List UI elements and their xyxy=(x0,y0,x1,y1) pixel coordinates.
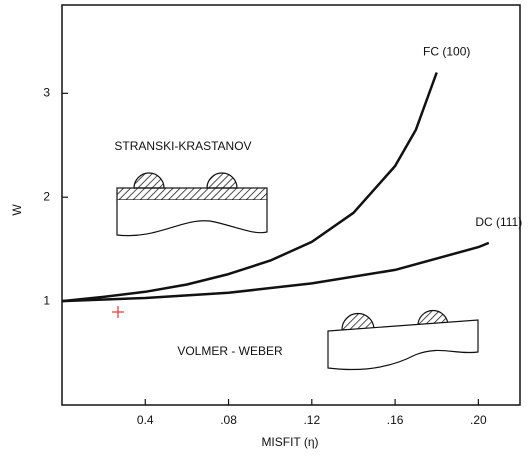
plot-frame xyxy=(61,4,521,406)
x-tick-label: 0.4 xyxy=(137,413,154,427)
vw-diagram xyxy=(327,309,479,371)
annotation: VOLMER - WEBER xyxy=(177,344,283,358)
x-axis-label: MISFIT (η) xyxy=(261,435,318,449)
series-label: DC (111) xyxy=(475,215,522,229)
x-tick-label: .16 xyxy=(387,413,404,427)
cursor-mark xyxy=(112,306,124,318)
x-tick-label: .12 xyxy=(303,413,320,427)
x-tick-label: .20 xyxy=(470,413,487,427)
annotation: STRANSKI-KRASTANOV xyxy=(114,139,251,153)
x-tick-label: .08 xyxy=(220,413,237,427)
line-series xyxy=(61,241,490,303)
sk-diagram xyxy=(116,172,268,237)
y-tick-label: 3 xyxy=(43,85,50,99)
y-tick-label: 1 xyxy=(43,293,50,307)
line-series xyxy=(61,72,438,303)
y-axis-label: W xyxy=(10,204,24,216)
series-label: FC (100) xyxy=(423,45,470,59)
y-tick-label: 2 xyxy=(43,189,50,203)
